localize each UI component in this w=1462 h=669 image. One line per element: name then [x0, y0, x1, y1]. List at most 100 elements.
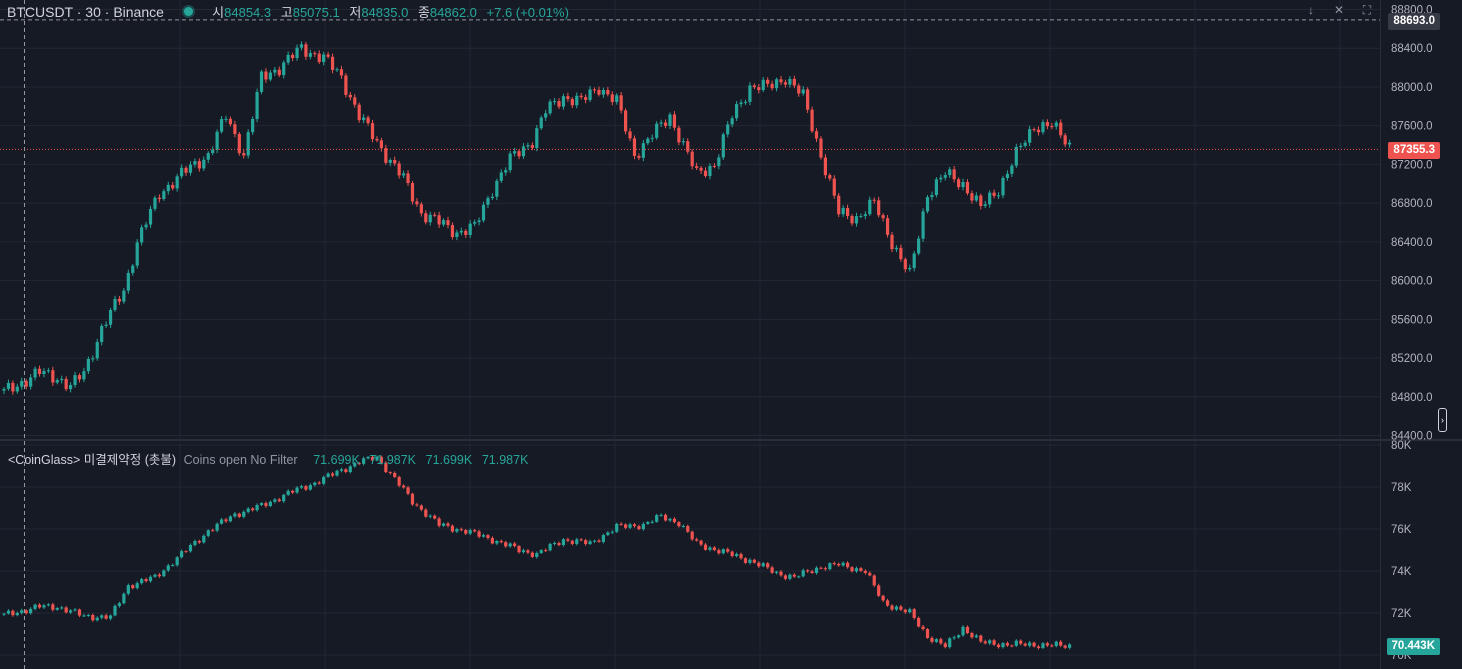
candle-body	[384, 462, 388, 473]
candle-body	[539, 117, 543, 129]
candle-body	[313, 53, 317, 55]
candle-body	[655, 123, 659, 138]
candle-body	[82, 615, 86, 617]
candle-body	[979, 195, 983, 206]
candle-body	[51, 604, 55, 610]
candle-body	[495, 180, 499, 197]
candle-body	[592, 89, 597, 91]
candle-body	[330, 56, 335, 70]
candle-body	[388, 159, 392, 163]
candle-body	[504, 170, 508, 173]
candle-body	[135, 583, 139, 589]
candle-body	[721, 134, 725, 158]
market-status-icon[interactable]	[183, 7, 193, 16]
candle-body	[86, 615, 90, 617]
candle-body	[890, 605, 894, 610]
candle-body	[792, 574, 796, 577]
candle-body	[1019, 640, 1023, 644]
candle-body	[104, 615, 108, 619]
maximize-icon[interactable]: ⛶	[1362, 3, 1372, 17]
candle-body	[224, 118, 228, 120]
candle-body	[406, 487, 410, 494]
candle-body	[597, 540, 601, 542]
candle-body	[55, 608, 59, 610]
candle-body	[353, 463, 357, 467]
candle-body	[1019, 145, 1023, 147]
candle-body	[983, 641, 987, 644]
candle-body	[1028, 129, 1032, 143]
candle-body	[157, 197, 161, 200]
candle-body	[779, 79, 783, 83]
candle-body	[33, 368, 37, 378]
candle-body	[113, 605, 117, 616]
candle-body	[6, 382, 11, 389]
candle-body	[264, 503, 268, 507]
candle-body	[632, 524, 637, 527]
candle-body	[1001, 178, 1005, 196]
candle-body	[797, 85, 801, 94]
candle-body	[717, 157, 721, 167]
candle-body	[544, 550, 548, 552]
candle-body	[699, 540, 703, 545]
candle-body	[477, 531, 481, 537]
candle-body	[184, 167, 188, 173]
candle-body	[1054, 641, 1058, 646]
scroll-handle-icon[interactable]: ›	[1438, 408, 1447, 432]
candle-body	[273, 499, 277, 502]
candle-body	[832, 178, 836, 196]
candle-body	[64, 378, 68, 390]
candle-body	[344, 469, 348, 473]
candle-body	[965, 626, 970, 634]
down-arrow-icon[interactable]: ↓	[1308, 3, 1314, 17]
candle-body	[739, 554, 743, 559]
candle-body	[557, 543, 561, 546]
candle-body	[459, 529, 463, 531]
candle-body	[823, 157, 827, 176]
candle-body	[113, 298, 117, 310]
candle-body	[206, 530, 210, 536]
candle-body	[957, 179, 961, 188]
candle-body	[153, 197, 157, 209]
candle-body	[943, 643, 947, 648]
candle-body	[437, 518, 441, 526]
candle-body	[60, 607, 64, 609]
candle-body	[197, 161, 201, 169]
candle-body	[735, 104, 739, 119]
candle-body	[1063, 645, 1067, 648]
candle-body	[393, 159, 397, 164]
candle-body	[1032, 129, 1036, 131]
candle-body	[837, 195, 841, 215]
candle-body	[264, 71, 268, 80]
candle-body	[357, 463, 361, 465]
indicator-title[interactable]: <CoinGlass> 미결제약정 (촛불)	[8, 453, 177, 467]
candle-body	[1036, 646, 1041, 648]
candle-body	[291, 490, 295, 493]
open-label: 시	[212, 5, 225, 20]
candle-body	[441, 523, 446, 526]
candle-body	[961, 626, 965, 636]
candle-body	[930, 637, 934, 642]
candle-body	[184, 551, 188, 553]
candle-body	[424, 509, 428, 517]
candle-body	[73, 375, 77, 386]
close-icon[interactable]: ✕	[1333, 3, 1345, 17]
symbol-title[interactable]: BTCUSDT · 30 · Binance	[7, 4, 164, 20]
candle-body	[841, 562, 845, 566]
candle-body	[388, 472, 392, 474]
candle-body	[575, 539, 579, 544]
axis-tick-label: 74K	[1391, 566, 1412, 578]
candle-body	[393, 472, 397, 477]
candle-body	[610, 531, 614, 533]
candle-body	[699, 167, 703, 171]
candle-body	[162, 191, 166, 200]
candle-body	[894, 247, 899, 250]
candle-body	[588, 89, 592, 100]
candle-body	[996, 644, 1001, 648]
candle-body	[641, 143, 645, 158]
candle-body	[397, 163, 401, 176]
candle-body	[291, 54, 295, 59]
candle-body	[588, 541, 592, 545]
candle-body	[299, 486, 304, 488]
candle-body	[846, 562, 850, 568]
